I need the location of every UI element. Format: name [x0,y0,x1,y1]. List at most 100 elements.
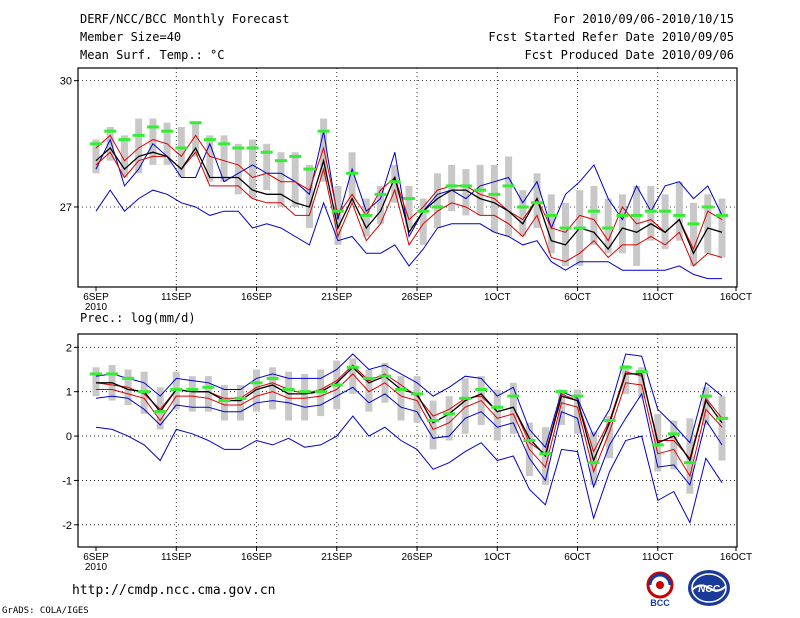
temp-range-bar [647,185,655,241]
bcc-logo-text: BCC [650,598,670,608]
prec-xtick-label: 11SEP [161,552,192,563]
temp-range-bar [305,164,313,229]
variable-label: Mean Surf. Temp.: °C [80,48,225,62]
temp-range-bar [547,194,555,254]
temp-range-bar [590,185,598,245]
temp-range-bar [362,198,370,237]
prec-range-bar [638,367,646,399]
bcc-logo: BCC [638,568,682,608]
forecast-period: For 2010/09/06-2010/10/15 [553,12,734,26]
prec-xtick-label: 11OCT [642,552,674,563]
temp-range-bar [405,185,413,229]
temp-range-bar [690,202,698,266]
temp-range-bar [448,164,456,212]
prec-range-bar [204,376,212,412]
temp-range-bar [177,126,185,178]
temp-xtick-label: 1OCT [484,292,511,303]
prec-xtick-label: 1OCT [484,552,511,563]
temp-range-bar [348,152,356,203]
temp-range-bar [505,156,513,237]
member-size: Member Size=40 [80,30,182,44]
prec-range-bar [349,358,357,394]
prec-xtick-label: 6OCT [564,552,591,563]
temp-range-bar [519,190,527,237]
prec-range-bar [686,418,694,494]
prec-min-line [95,386,723,489]
temp-range-bar [135,118,143,174]
source-url[interactable]: http://cmdp.ncc.cma.gov.cn [72,583,276,598]
prec-range-bar [670,420,678,470]
temp-range-bar [391,164,399,203]
grads-credit: GrADS: COLA/IGES [2,606,89,616]
prec-range-bar [285,371,293,421]
prec-range-bar [156,387,164,430]
ncc-logo-text: NCC [698,584,720,595]
prec-range-bar [220,385,228,421]
temp-xtick-label: 6SEP [83,292,109,303]
prec-lowest-line [95,415,723,525]
temp-range-bar [263,143,271,191]
temp-xtick-label: 26SEP [401,292,432,303]
chart-title: DERF/NCC/BCC Monthly Forecast [80,12,290,26]
temp-range-bar [661,194,669,250]
prec-frame [77,333,738,548]
temp-range-bar [675,181,683,241]
temp-q3-line [95,134,723,251]
prec-year-label: 2010 [85,562,108,573]
temp-range-bar [291,152,299,207]
prec-range-bar [236,385,244,421]
temp-year-label: 2010 [85,302,108,313]
temp-range-bar [462,169,470,216]
temp-range-bar [220,135,228,182]
prec-range-bar [557,389,565,425]
temp-ytick-label: 30 [60,76,72,88]
prec-range-bar [429,400,437,450]
temp-range-bar [234,143,242,195]
temp-range-bar [562,202,569,266]
temp-min-line [95,189,722,280]
prec-range-bar [413,376,421,423]
prec-range-bar [493,389,501,441]
prec-q1-line [96,373,723,478]
prec-range-bar [92,367,100,397]
temp-range-bar [277,152,285,207]
prec-xtick-label: 16OCT [720,552,752,563]
temp-range-bar [192,122,200,157]
prec-xtick-label: 16SEP [241,552,272,563]
temp-median-line [95,146,723,255]
temp-range-bar [206,135,214,182]
forecast-started-date: Fcst Started Refer Date 2010/09/05 [488,30,734,44]
prec-range-bar [461,378,469,434]
temp-range-bar [419,198,427,245]
temp-xtick-label: 16SEP [241,292,272,303]
temp-range-bar [249,139,256,199]
temp-xtick-label: 21SEP [321,292,352,303]
temp-xtick-label: 11OCT [642,292,674,303]
prec-range-bar [301,373,309,421]
temp-range-bar [604,198,612,254]
prec-xtick-label: 21SEP [321,552,352,563]
temp-range-bar [633,185,641,266]
prec-range-bar [718,396,726,461]
prec-panel-title: Prec.: log(mm/d) [80,311,196,325]
temp-range-bar [106,126,114,161]
temp-q1-line [95,151,723,267]
temp-range-bar [718,198,726,258]
prec-ytick-label: 1 [66,387,72,399]
prec-ytick-label: -2 [62,520,72,532]
forecast-produced-date: Fcst Produced Date 2010/09/06 [524,48,734,62]
prec-range-bar [702,387,710,425]
temp-xtick-label: 16OCT [720,292,752,303]
temp-range-bar [704,194,712,254]
prec-range-bar [188,376,196,412]
temp-range-bar [149,118,157,165]
prec-ytick-label: 2 [66,342,72,354]
ncc-logo: NCC [686,568,732,608]
prec-range-bar [606,416,614,459]
prec-xtick-label: 6SEP [83,552,109,563]
temp-xtick-label: 11SEP [161,292,192,303]
temp-xtick-label: 6OCT [564,292,591,303]
prec-max-line [95,353,723,449]
prec-range-bar [574,389,582,434]
